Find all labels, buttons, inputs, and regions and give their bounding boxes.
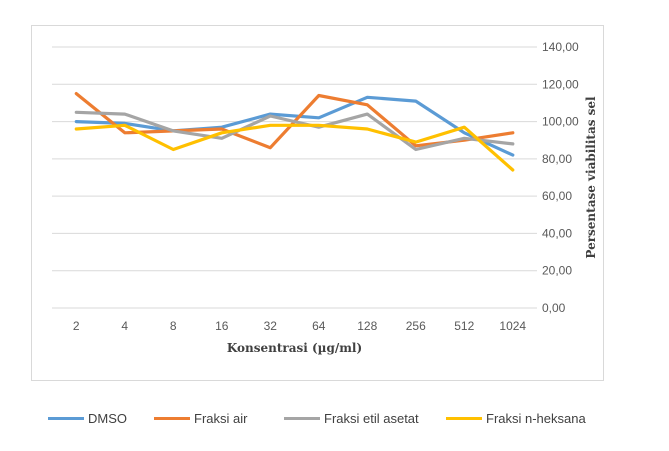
y-tick-label: 80,00 — [542, 152, 572, 166]
legend: DMSO Fraksi air Fraksi etil asetat Fraksi n… — [0, 405, 669, 431]
legend-swatch — [48, 416, 84, 420]
legend-label: Fraksi air — [194, 410, 248, 426]
legend-label: Fraksi etil asetat — [324, 410, 419, 426]
y-tick-label: 60,00 — [542, 189, 572, 203]
x-tick-label: 4 — [121, 319, 128, 333]
y-tick-label: 40,00 — [542, 226, 572, 240]
legend-label: Fraksi n-heksana — [486, 410, 586, 426]
x-tick-label: 2 — [73, 319, 80, 333]
y-tick-label: 100,00 — [542, 115, 579, 129]
legend-swatch — [284, 416, 320, 420]
series-line-4 — [74, 123, 515, 172]
legend-swatch — [446, 416, 482, 420]
y-tick-label: 0,00 — [542, 301, 566, 315]
y-tick-label: 120,00 — [542, 77, 579, 91]
chart-area: 0,00 20,00 40,00 60,00 80,00 100,00 120,00 140,… — [31, 25, 604, 381]
x-tick-label: 8 — [170, 319, 177, 333]
series-line-1 — [74, 95, 515, 157]
x-tick-label: 1024 — [499, 319, 526, 333]
legend-label: DMSO — [88, 410, 127, 426]
x-tick-label: 128 — [357, 319, 377, 333]
y-axis-title: Persentase viabilitas sel — [584, 96, 598, 259]
legend-item: Fraksi n-heksana — [446, 405, 586, 431]
x-tick-label: 64 — [312, 319, 326, 333]
legend-item: Fraksi air — [154, 405, 247, 431]
x-tick-label: 512 — [454, 319, 474, 333]
legend-swatch — [154, 416, 190, 420]
legend-item: DMSO — [48, 405, 127, 431]
line-chart: 0,00 20,00 40,00 60,00 80,00 100,00 120,00 140,… — [52, 40, 598, 355]
y-tick-label: 140,00 — [542, 40, 579, 54]
x-tick-label: 16 — [215, 319, 229, 333]
y-tick-label: 20,00 — [542, 264, 572, 278]
x-tick-label: 32 — [264, 319, 278, 333]
x-tick-label: 256 — [406, 319, 426, 333]
legend-item: Fraksi etil asetat — [284, 405, 419, 431]
series-line-3 — [74, 110, 515, 152]
x-axis-title: Konsentrasi (µg/ml) — [227, 341, 362, 355]
